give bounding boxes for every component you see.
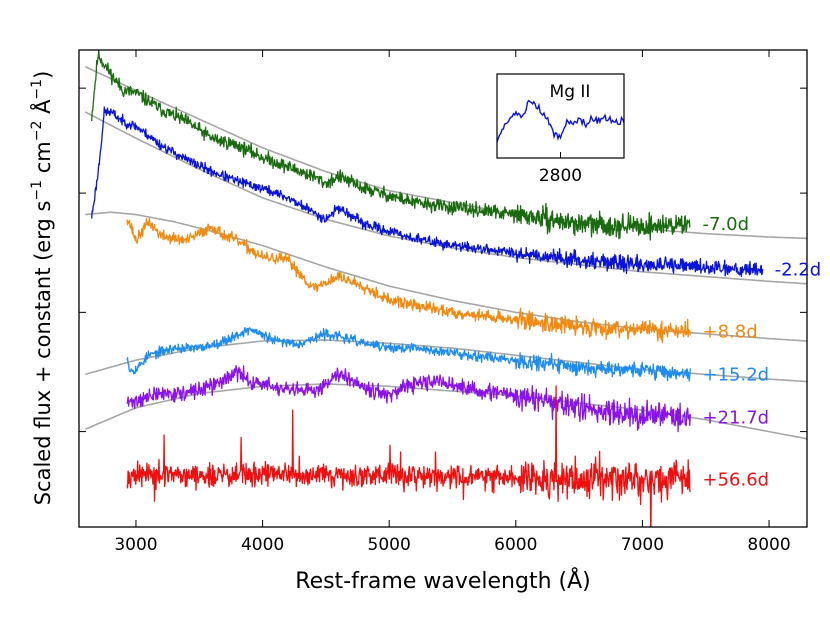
series-label: +21.7d [703,407,770,428]
y-axis-label-exponent: −1 [29,79,45,100]
plot-frame [78,49,808,528]
spectrum-line [126,365,691,433]
y-axis [79,87,807,433]
model-curve [84,111,807,285]
y-axis-label-part: cm [31,141,55,180]
series-label: -2.2d [775,259,822,280]
y-axis-label-part: Scaled flux + constant (erg s [31,201,55,506]
x-axis: 3000 4000 5000 6000 7000 8000 [114,50,791,555]
spectrum-line [126,327,691,382]
inset-series [497,99,624,143]
spectrum-line [91,50,691,241]
spectrum-line [126,385,691,527]
inset-background [497,74,624,158]
y-axis-label-part: ) [31,71,55,79]
series-label: +56.6d [703,469,770,490]
y-axis-label-part: Å [29,99,55,121]
series-label: +8.8d [703,321,758,342]
spectra-series [91,50,764,527]
series-labels: -7.0d -2.2d +8.8d +15.2d +21.7d +56.6d [703,214,822,490]
inset-title: Mg II [550,82,591,102]
x-tick-label: 3000 [114,535,157,555]
x-tick-label: 5000 [368,535,411,555]
x-tick-label: 4000 [241,535,284,555]
y-axis-label-exponent: −2 [29,121,45,142]
spectrum-line [126,217,691,344]
inset-x-tick-label: 2800 [539,166,582,186]
y-axis-label-exponent: −1 [29,180,45,201]
inset-x-axis: 2800 [539,152,582,186]
x-tick-label: 8000 [747,535,790,555]
model-curve [84,65,807,240]
x-tick-label: 7000 [621,535,664,555]
inset-spectrum-line [497,99,624,143]
y-axis-label: Scaled flux + constant (erg s−1 cm−2 Å−1… [29,71,55,506]
x-tick-label: 6000 [494,535,537,555]
series-label: -7.0d [703,214,750,235]
spectrum-line [91,106,764,277]
x-axis-label: Rest-frame wavelength (Å) [295,567,590,594]
series-label: +15.2d [703,364,770,385]
